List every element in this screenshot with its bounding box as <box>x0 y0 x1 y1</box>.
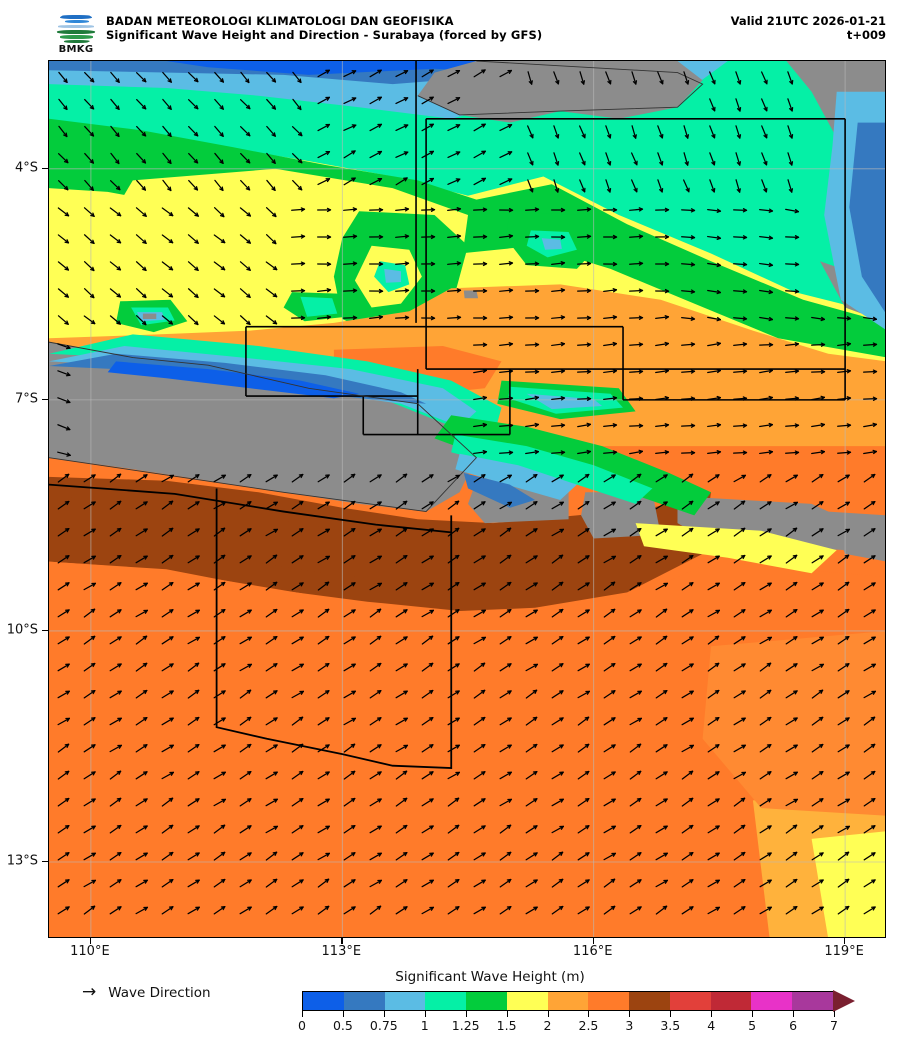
colorbar-segment <box>547 992 589 1010</box>
colorbar-segment <box>425 992 467 1010</box>
colorbar-tick-label: 7 <box>830 1018 838 1033</box>
x-axis-label: 113°E <box>321 944 362 959</box>
colorbar-tick <box>629 1011 631 1017</box>
colorbar-segment <box>669 992 711 1010</box>
chart-subtitle: Significant Wave Height and Direction - … <box>106 28 543 42</box>
wave-direction-legend: → Wave Direction <box>82 984 211 1001</box>
colorbar-tick-label: 5 <box>748 1018 757 1033</box>
colorbar-segment <box>506 992 548 1010</box>
agency-name: BADAN METEOROLOGI KLIMATOLOGI DAN GEOFIS… <box>106 14 454 28</box>
colorbar-segment <box>710 992 752 1010</box>
colorbar-tick <box>383 1011 385 1017</box>
colorbar-tick <box>342 1011 344 1017</box>
wave-field-svg <box>49 61 885 937</box>
colorbar-tick <box>424 1011 426 1017</box>
colorbar-segment <box>588 992 630 1010</box>
wave-direction-legend-label: Wave Direction <box>108 984 211 1001</box>
colorbar-tick <box>547 1011 549 1017</box>
colorbar-tick-label: 2 <box>543 1018 552 1033</box>
colorbar-tick-label: 1 <box>420 1018 429 1033</box>
colorbar-segment <box>343 992 385 1010</box>
colorbar-tick-label: 3 <box>625 1018 634 1033</box>
y-axis-tick <box>42 860 48 863</box>
colorbar-tick-label: 1.5 <box>496 1018 517 1033</box>
bmkg-logo-badge <box>54 12 98 45</box>
x-axis-label: 110°E <box>70 944 110 959</box>
y-axis-tick <box>42 398 48 401</box>
colorbar-title: Significant Wave Height (m) <box>395 969 585 985</box>
colorbar-tick <box>588 1011 590 1017</box>
colorbar-segment <box>466 992 507 1010</box>
valid-time-block: Valid 21UTC 2026-01-21 t+009 <box>731 14 886 42</box>
colorbar-tick <box>465 1011 467 1017</box>
x-axis-label: 116°E <box>572 944 613 959</box>
lead-time: t+009 <box>846 28 886 42</box>
colorbar-segment <box>303 992 344 1010</box>
colorbar-segment <box>384 992 426 1010</box>
x-axis-tick <box>89 938 92 944</box>
colorbar-tick <box>302 1011 303 1017</box>
valid-time: Valid 21UTC 2026-01-21 <box>730 14 886 28</box>
colorbar-tick-label: 0.75 <box>369 1018 398 1033</box>
colorbar-tick-label: 1.25 <box>451 1018 480 1033</box>
colorbar[interactable] <box>302 990 862 1012</box>
colorbar-tick <box>711 1011 713 1017</box>
colorbar-tick-label: 0.5 <box>332 1018 353 1033</box>
colorbar-tick-label: 6 <box>789 1018 798 1033</box>
y-axis-label: 7°S <box>14 391 38 407</box>
y-axis-label: 4°S <box>14 160 38 176</box>
colorbar-ticks: 0 0.5 0.75 1 1.25 1.5 2 2.5 3 3.5 4 5 6 7 <box>298 1011 838 1033</box>
colorbar-tick-label: 3.5 <box>660 1018 681 1033</box>
wave-direction-arrow-icon: → <box>82 982 97 1002</box>
x-axis-label: 119°E <box>824 944 864 959</box>
colorbar-segment <box>751 992 793 1010</box>
header: BMKG BADAN METEOROLOGI KLIMATOLOGI DAN G… <box>0 0 902 58</box>
title-block: BADAN METEOROLOGI KLIMATOLOGI DAN GEOFIS… <box>106 14 542 42</box>
bmkg-logo-text: BMKG <box>58 44 94 55</box>
colorbar-segment <box>629 992 670 1010</box>
wave-height-map[interactable] <box>48 60 886 938</box>
y-axis-label: 13°S <box>6 853 38 869</box>
colorbar-tick <box>834 1011 835 1017</box>
colorbar-tick-label: 0 <box>298 1018 306 1033</box>
colorbar-gradient <box>302 991 834 1011</box>
bmkg-logo: BMKG <box>50 12 102 56</box>
colorbar-tick-label: 2.5 <box>578 1018 599 1033</box>
colorbar-segment <box>792 992 833 1010</box>
y-axis-tick <box>42 629 48 632</box>
colorbar-tick <box>506 1011 508 1017</box>
x-axis-tick <box>844 938 846 944</box>
x-axis-tick <box>592 938 595 944</box>
colorbar-tick <box>670 1011 672 1017</box>
y-axis-tick <box>42 167 48 170</box>
colorbar-tick <box>793 1011 795 1017</box>
y-axis-label: 10°S <box>6 622 38 638</box>
colorbar-tick <box>752 1011 754 1017</box>
colorbar-extend-arrow-icon <box>833 990 855 1012</box>
colorbar-tick-label: 4 <box>707 1018 716 1033</box>
x-axis-tick <box>341 938 343 944</box>
map-panel <box>48 60 886 938</box>
